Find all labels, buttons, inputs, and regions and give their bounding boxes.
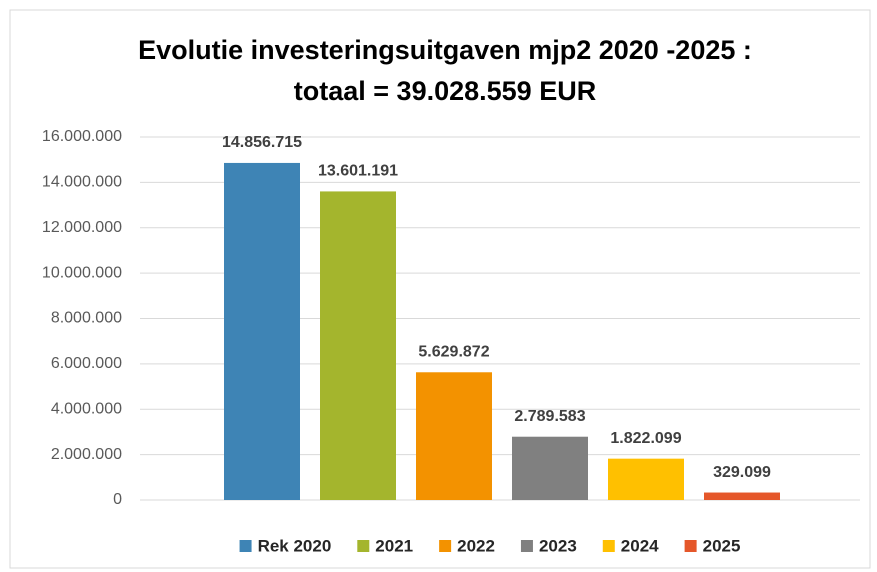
legend-label: 2024 [621,536,659,555]
legend-swatch [602,540,615,552]
y-tick-label: 6.000.000 [51,355,122,372]
legend-label: Rek 2020 [258,536,332,555]
y-tick-label: 10.000.000 [42,264,122,281]
chart-title: totaal = 39.028.559 EUR [294,76,596,106]
y-tick-label: 4.000.000 [51,400,122,417]
legend-label: 2023 [539,536,577,555]
y-tick-label: 12.000.000 [42,219,122,236]
y-tick-label: 2.000.000 [51,446,122,463]
value-label: 14.856.715 [222,134,302,151]
legend-swatch [439,540,452,552]
value-label: 1.822.099 [610,430,681,447]
bar [320,191,396,500]
legend-label: 2025 [703,536,741,555]
chart-title: Evolutie investeringsuitgaven mjp2 2020 … [138,35,752,65]
y-tick-label: 0 [113,491,122,508]
legend-swatch [357,540,370,552]
bar [704,492,780,500]
y-tick-label: 16.000.000 [42,128,122,145]
bar [416,372,492,500]
legend-swatch [520,540,533,552]
bar [224,162,300,500]
bar [512,436,588,500]
y-tick-label: 8.000.000 [51,310,122,327]
value-label: 2.789.583 [514,408,585,425]
legend-label: 2022 [457,536,495,555]
legend-swatch [684,540,697,552]
bar [608,458,684,500]
value-label: 13.601.191 [318,163,398,180]
value-label: 5.629.872 [418,343,489,360]
legend-label: 2021 [375,536,413,555]
y-tick-label: 14.000.000 [42,174,122,191]
value-label: 329.099 [713,464,771,481]
legend-swatch [239,540,252,552]
